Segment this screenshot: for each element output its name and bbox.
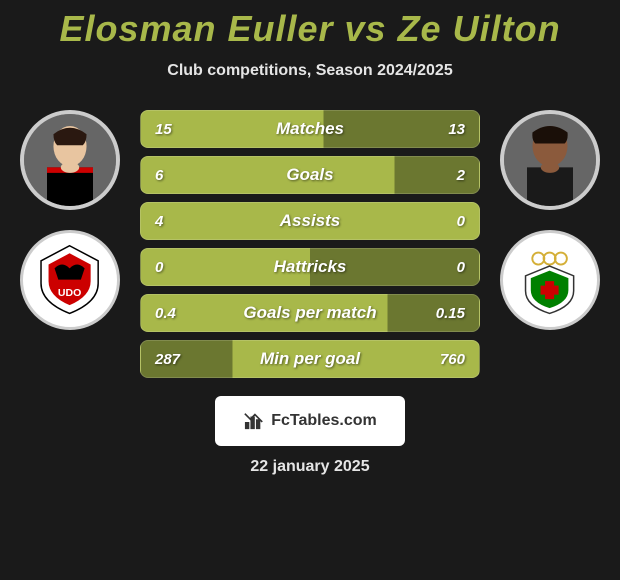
logo-text: FcTables.com (271, 412, 377, 430)
club-left-badge: UDO (20, 230, 120, 330)
stat-bar: 4 Assists 0 (140, 202, 480, 240)
stat-label: Hattricks (274, 257, 347, 277)
logo-box[interactable]: FcTables.com (215, 396, 405, 446)
stat-bar: 0 Hattricks 0 (140, 248, 480, 286)
stat-left-value: 0.4 (155, 305, 176, 322)
stat-label: Min per goal (260, 349, 360, 369)
stat-left-value: 15 (155, 121, 172, 138)
stat-bar: 0.4 Goals per match 0.15 (140, 294, 480, 332)
stat-right-value: 0 (457, 259, 465, 276)
stat-bar: 15 Matches 13 (140, 110, 480, 148)
chart-icon (243, 410, 265, 432)
player-avatar-icon (504, 114, 596, 206)
player-left-avatar (20, 110, 120, 210)
stat-left-value: 0 (155, 259, 163, 276)
svg-text:UDO: UDO (58, 288, 81, 300)
stat-label: Assists (280, 211, 340, 231)
stat-left-value: 4 (155, 213, 163, 230)
stat-label: Goals per match (243, 303, 376, 323)
stat-right-value: 13 (448, 121, 465, 138)
date-label: 22 january 2025 (250, 458, 369, 476)
stats-column: 15 Matches 13 6 Goals 2 4 Assists 0 0 Hattricks 0 0.… (130, 110, 490, 378)
comparison-card: Elosman Euller vs Ze Uilton Club competi… (0, 0, 620, 580)
stat-bar: 287 Min per goal 760 (140, 340, 480, 378)
player-avatar-icon (24, 114, 116, 206)
left-column: UDO (10, 110, 130, 330)
content-area: UDO 15 Matches 13 6 Goals 2 4 Assists 0 0 Hattrick… (0, 110, 620, 378)
subtitle: Club competitions, Season 2024/2025 (167, 62, 452, 80)
stat-right-value: 760 (440, 351, 465, 368)
player-right-avatar (500, 110, 600, 210)
club-badge-icon (512, 242, 587, 317)
club-badge-icon: UDO (32, 242, 107, 317)
right-column (490, 110, 610, 330)
stat-left-value: 287 (155, 351, 180, 368)
stat-label: Goals (286, 165, 333, 185)
stat-right-value: 2 (457, 167, 465, 184)
page-title: Elosman Euller vs Ze Uilton (59, 8, 560, 50)
stat-right-value: 0 (457, 213, 465, 230)
stat-left-value: 6 (155, 167, 163, 184)
stat-bar: 6 Goals 2 (140, 156, 480, 194)
stat-label: Matches (276, 119, 344, 139)
stat-right-value: 0.15 (436, 305, 465, 322)
club-right-badge (500, 230, 600, 330)
